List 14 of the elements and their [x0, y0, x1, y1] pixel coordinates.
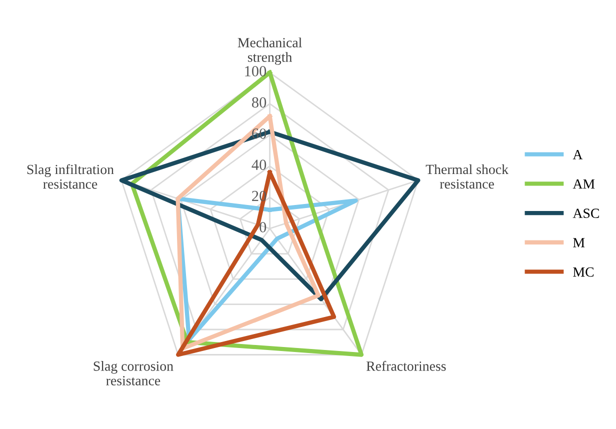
legend-label: M	[573, 238, 585, 248]
spoke-label: Slag corrosion resistance	[94, 361, 174, 386]
y-tick-label: 80	[252, 97, 266, 108]
spoke-label: Mechanical strength	[238, 38, 302, 65]
spoke-label: Slag infiltration resistance	[27, 164, 114, 189]
y-tick-label: 100	[245, 66, 266, 76]
y-tick-label: 40	[252, 160, 266, 170]
legend-label: A	[572, 150, 583, 160]
legend-label: ASC	[572, 208, 599, 218]
legend-label: MC	[573, 267, 594, 277]
spoke-label: Thermal shock resistance	[426, 164, 509, 189]
spoke-label: Refractoriness	[366, 360, 446, 371]
y-tick-label: 0	[260, 222, 266, 232]
legend-label: AM	[572, 179, 595, 189]
